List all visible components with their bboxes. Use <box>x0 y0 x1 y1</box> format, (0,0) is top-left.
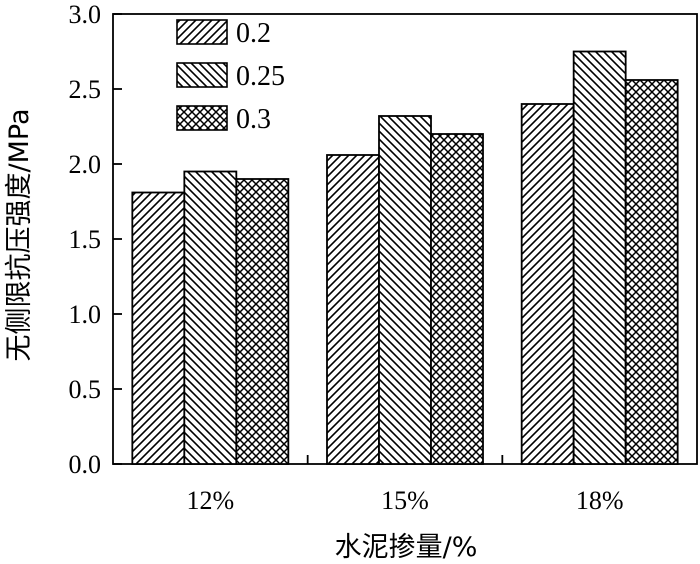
y-tick-label: 0.0 <box>69 450 102 479</box>
y-tick-label: 3.0 <box>69 0 102 29</box>
bar <box>235 178 290 465</box>
x-tick-label: 12% <box>186 486 234 515</box>
y-tick-label: 0.5 <box>69 375 102 404</box>
y-axis: 0.0 0.5 1.0 1.5 2.0 2.5 3.0 <box>69 0 122 479</box>
y-tick-label: 2.5 <box>69 75 102 104</box>
legend-label: 0.25 <box>236 61 285 92</box>
x-tick-label: 18% <box>576 486 624 515</box>
legend: 0.2 0.25 0.3 <box>176 18 285 135</box>
legend-swatch <box>176 19 228 45</box>
legend-swatch <box>176 105 228 131</box>
y-tick-label: 1.5 <box>69 225 102 254</box>
bar <box>131 191 186 465</box>
bars <box>131 50 679 465</box>
bar <box>572 50 627 465</box>
bar <box>326 154 380 465</box>
y-axis-title: 无侧限抗压强度/MPa <box>4 108 35 361</box>
y-tick-label: 2.0 <box>69 150 102 179</box>
bar <box>430 133 484 465</box>
x-axis: 12% 15% 18% <box>186 455 624 515</box>
legend-label: 0.3 <box>236 104 271 135</box>
bar <box>520 103 575 465</box>
bar <box>183 170 238 465</box>
bar <box>378 115 432 465</box>
legend-label: 0.2 <box>236 18 271 49</box>
x-tick-label: 15% <box>381 486 429 515</box>
legend-swatch <box>176 62 228 88</box>
bar <box>624 79 679 465</box>
x-axis-title: 水泥掺量/% <box>335 532 478 563</box>
y-tick-label: 1.0 <box>69 300 102 329</box>
